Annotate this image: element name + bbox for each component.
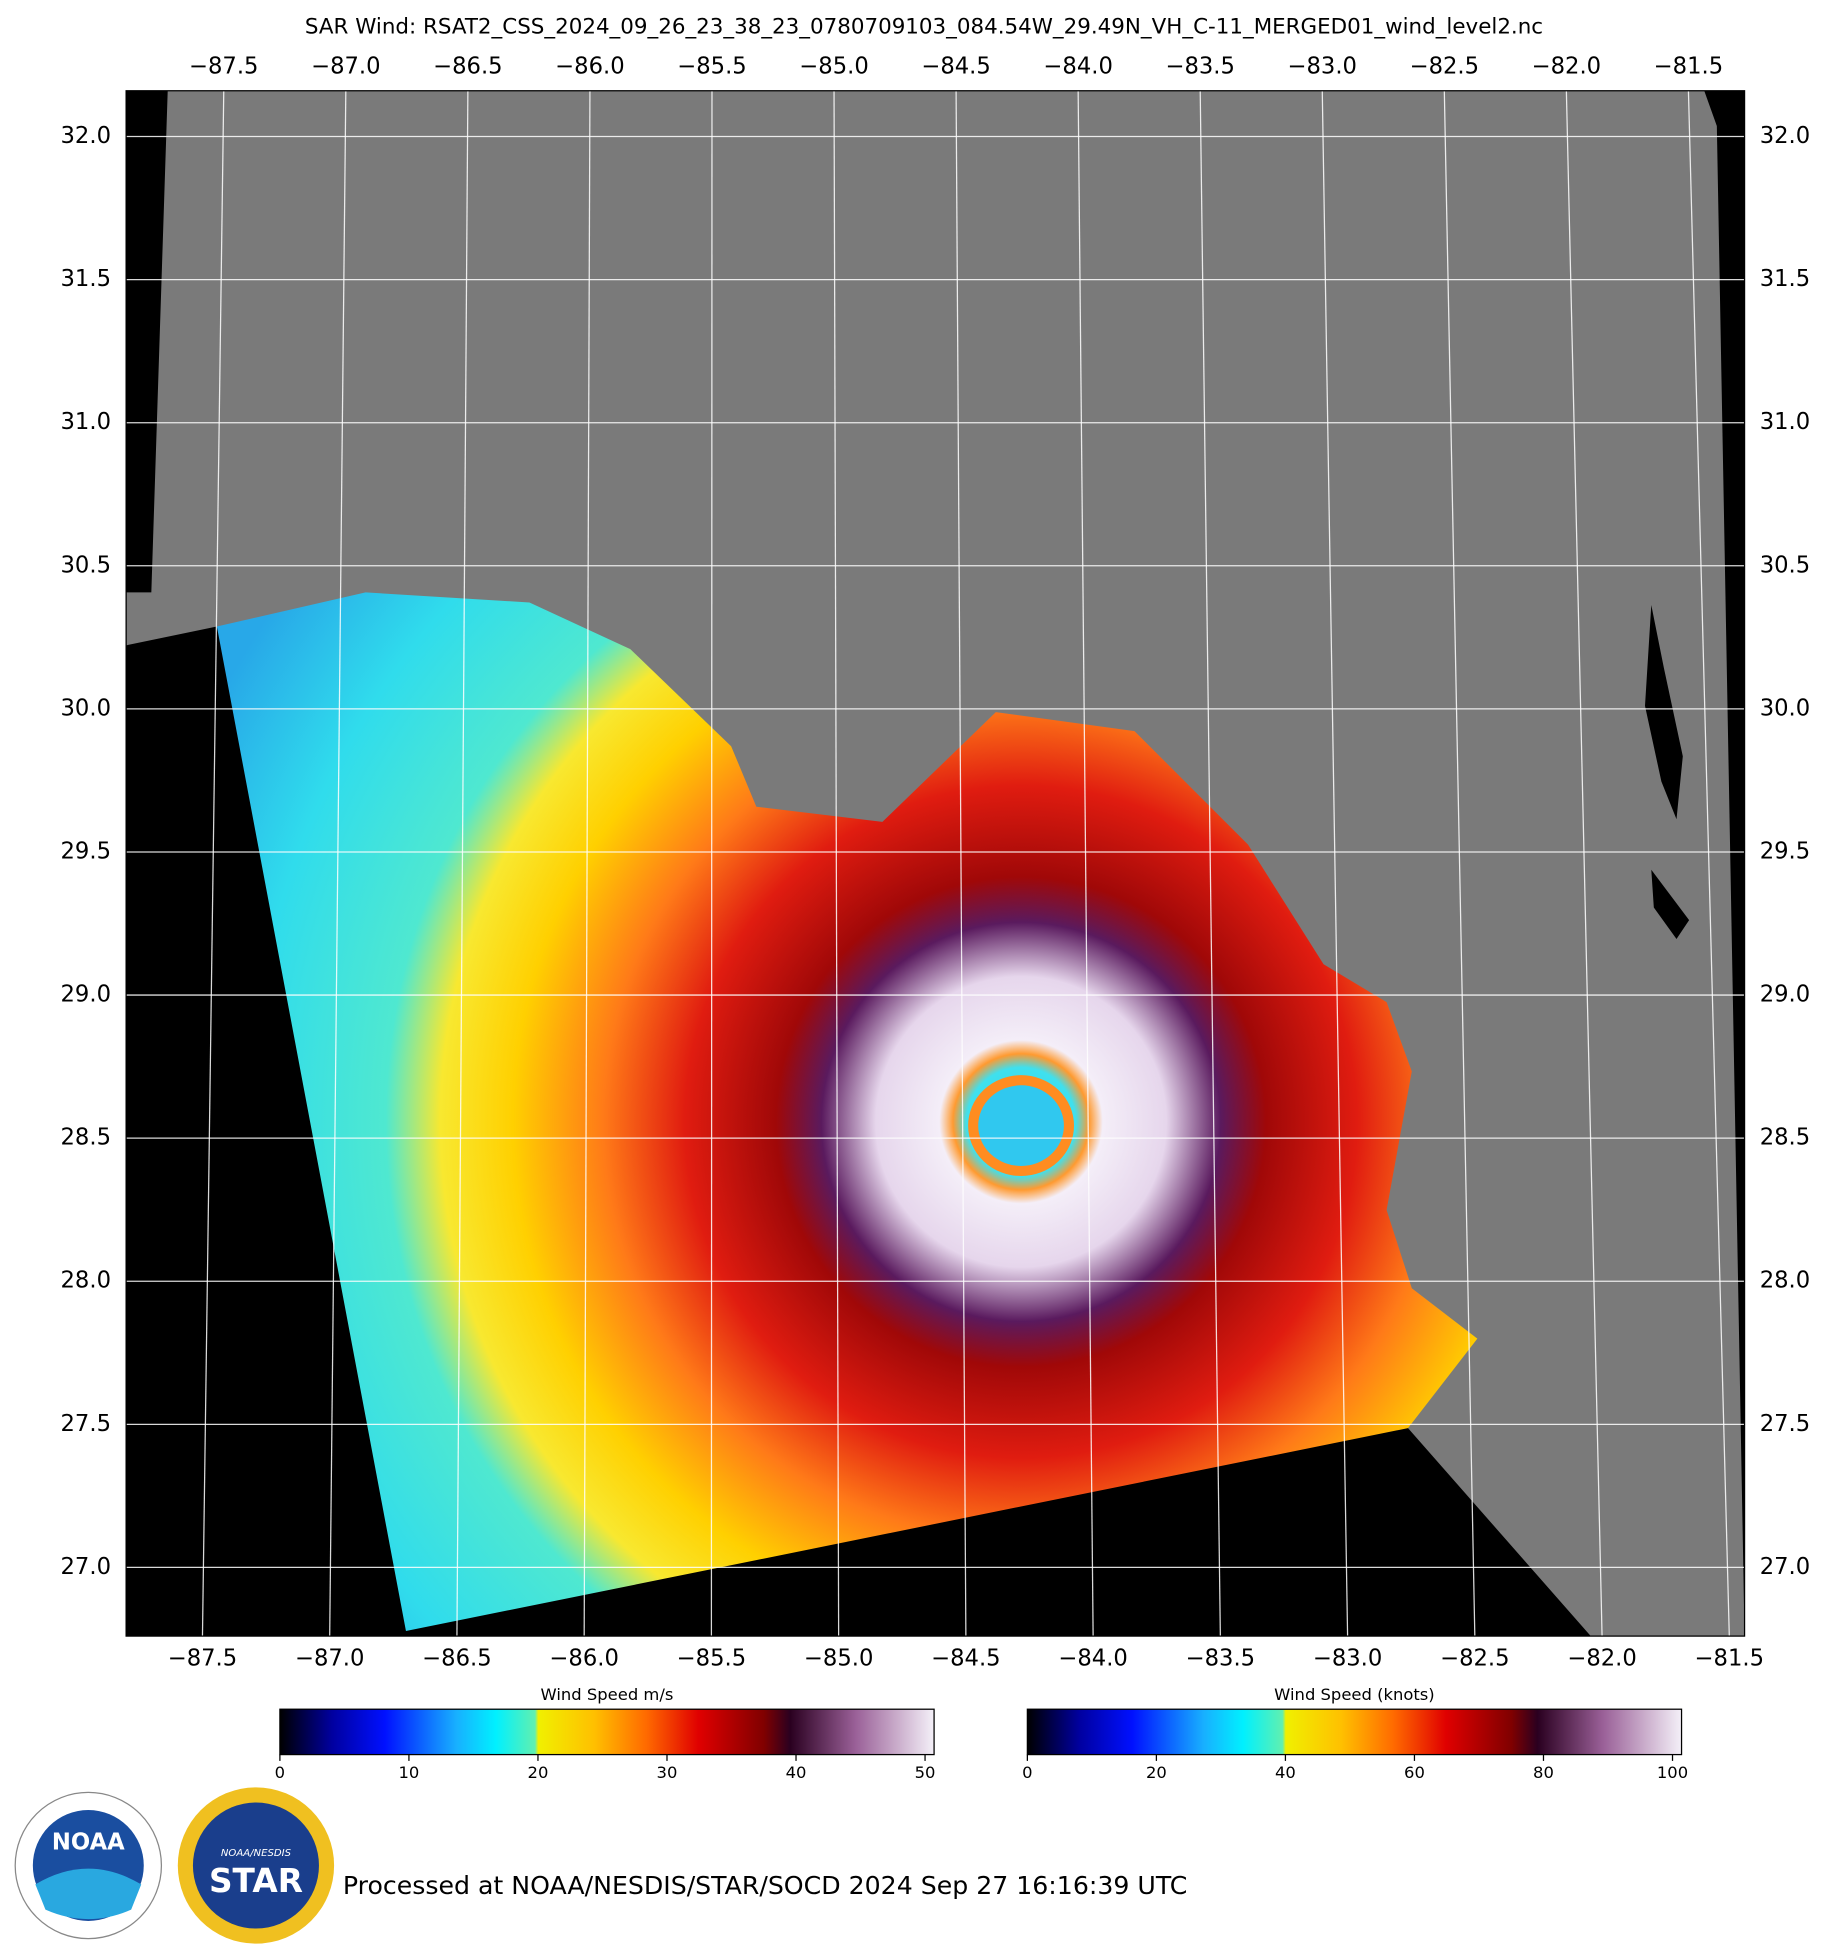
colorbar-tick-label: 80 (1533, 1763, 1554, 1782)
colorbar-tick-label: 20 (1146, 1763, 1167, 1782)
lat-tick-label: 27.0 (1760, 1554, 1810, 1580)
grid-line (955, 90, 967, 1637)
lon-tick-label: −86.5 (433, 53, 502, 79)
lon-tick-label: −81.5 (1695, 1645, 1764, 1671)
grid-line (1687, 90, 1730, 1637)
lat-tick-label: 28.0 (61, 1268, 111, 1294)
grid-line (1199, 90, 1221, 1637)
lon-tick-label: −82.0 (1532, 53, 1601, 79)
lon-tick-label: −82.5 (1410, 53, 1479, 79)
graticule (126, 90, 1745, 1637)
lat-tick-label: 28.0 (1760, 1268, 1810, 1294)
lat-tick-label: 28.5 (61, 1125, 111, 1151)
map (126, 90, 1745, 1637)
lon-tick-label: −82.0 (1567, 1645, 1636, 1671)
lat-tick-label: 30.5 (61, 552, 111, 578)
colorbar-tick-label: 60 (1404, 1763, 1425, 1782)
lon-tick-label: −85.5 (677, 53, 746, 79)
lon-tick-label: −86.5 (422, 1645, 491, 1671)
lat-tick-label: 29.0 (1760, 982, 1810, 1008)
grid-line (833, 90, 840, 1637)
lon-tick-label: −85.5 (677, 1645, 746, 1671)
title: SAR Wind: RSAT2_CSS_2024_09_26_23_38_23_… (305, 15, 1543, 40)
map-frame (125, 90, 1746, 1637)
lon-tick-label: −85.0 (799, 53, 868, 79)
colorbar-tick-label: 40 (1275, 1763, 1296, 1782)
lat-tick-label: 29.0 (61, 982, 111, 1008)
colorbar-tick-label: 20 (528, 1763, 549, 1782)
hurricane-eye (968, 1075, 1074, 1177)
grid-line (201, 90, 225, 1637)
lat-tick-label: 30.0 (61, 695, 111, 721)
colorbar-tick-label: 40 (786, 1763, 807, 1782)
lon-tick-label: −87.5 (189, 53, 258, 79)
lon-tick-label: −82.5 (1440, 1645, 1509, 1671)
lon-tick-label: −84.0 (1058, 1645, 1127, 1671)
colorbar-tick-label: 10 (399, 1763, 420, 1782)
colorbar-label: Wind Speed (knots) (1274, 1685, 1435, 1704)
lon-tick-label: −83.5 (1165, 53, 1234, 79)
grid-line (1321, 90, 1349, 1637)
grid-line (456, 90, 469, 1637)
lat-tick-label: 32.0 (61, 123, 111, 149)
star-logo: NOAA/NESDIS STAR (177, 1787, 335, 1944)
colorbar (1026, 1708, 1683, 1756)
colorbar-label: Wind Speed m/s (541, 1685, 674, 1704)
noaa-logo-bird (35, 1868, 142, 1920)
colorbars: Wind Speed m/s 0 10 20 30 40 50 Wind Speed (kno… (275, 1685, 1688, 1782)
colorbar-tick-label: 0 (1022, 1763, 1032, 1782)
lon-tick-label: −86.0 (549, 1645, 618, 1671)
lon-tick-label: −84.5 (921, 53, 990, 79)
noaa-logo: NOAA (14, 1791, 163, 1940)
lon-tick-label: −84.0 (1043, 53, 1112, 79)
lat-tick-label: 31.5 (61, 266, 111, 292)
star-logo-text: STAR (209, 1862, 303, 1900)
lat-tick-label: 31.0 (1760, 409, 1810, 435)
grid-line (710, 90, 713, 1637)
lat-tick-label: 31.0 (61, 409, 111, 435)
colorbar-tick-label: 50 (915, 1763, 936, 1782)
lat-tick-label: 29.5 (1760, 838, 1810, 864)
noaa-logo-text: NOAA (52, 1829, 125, 1855)
lon-tick-label: −87.0 (311, 53, 380, 79)
lake (1644, 605, 1690, 940)
lon-tick-label: −81.5 (1654, 53, 1723, 79)
colorbar-tick-label: 100 (1657, 1763, 1688, 1782)
lon-tick-label: −85.0 (804, 1645, 873, 1671)
lat-tick-label: 27.5 (1760, 1411, 1810, 1437)
lat-tick-label: 27.5 (61, 1411, 111, 1437)
lon-tick-label: −87.0 (295, 1645, 364, 1671)
axis-labels: −87.5 −87.5 −87.0 −87.0 −86.5 −86.5 −86.0 −86.0… (61, 53, 1811, 1671)
star-logo-disc (192, 1802, 319, 1929)
footer: Processed at NOAA/NESDIS/STAR/SOCD 2024 … (343, 1871, 1187, 1900)
lat-tick-label: 28.5 (1760, 1125, 1810, 1151)
lon-tick-label: −87.5 (168, 1645, 237, 1671)
lat-tick-label: 29.5 (61, 838, 111, 864)
lon-tick-label: −83.5 (1186, 1645, 1255, 1671)
lat-tick-label: 30.5 (1760, 552, 1810, 578)
star-logo-subtext: NOAA/NESDIS (221, 1848, 292, 1859)
grid-line (1565, 90, 1603, 1637)
grid-line (583, 90, 591, 1637)
grid-line (1077, 90, 1094, 1637)
colorbar (279, 1708, 935, 1756)
lat-tick-label: 32.0 (1760, 123, 1810, 149)
colorbar-tick-label: 0 (275, 1763, 285, 1782)
lon-tick-label: −83.0 (1313, 1645, 1382, 1671)
lon-tick-label: −86.0 (555, 53, 624, 79)
lon-tick-label: −83.0 (1288, 53, 1357, 79)
lat-tick-label: 27.0 (61, 1554, 111, 1580)
grid-line (1443, 90, 1476, 1637)
grid-line (329, 90, 347, 1637)
lon-tick-label: −84.5 (931, 1645, 1000, 1671)
colorbar-tick-label: 30 (657, 1763, 678, 1782)
lat-tick-label: 31.5 (1760, 266, 1810, 292)
lat-tick-label: 30.0 (1760, 695, 1810, 721)
